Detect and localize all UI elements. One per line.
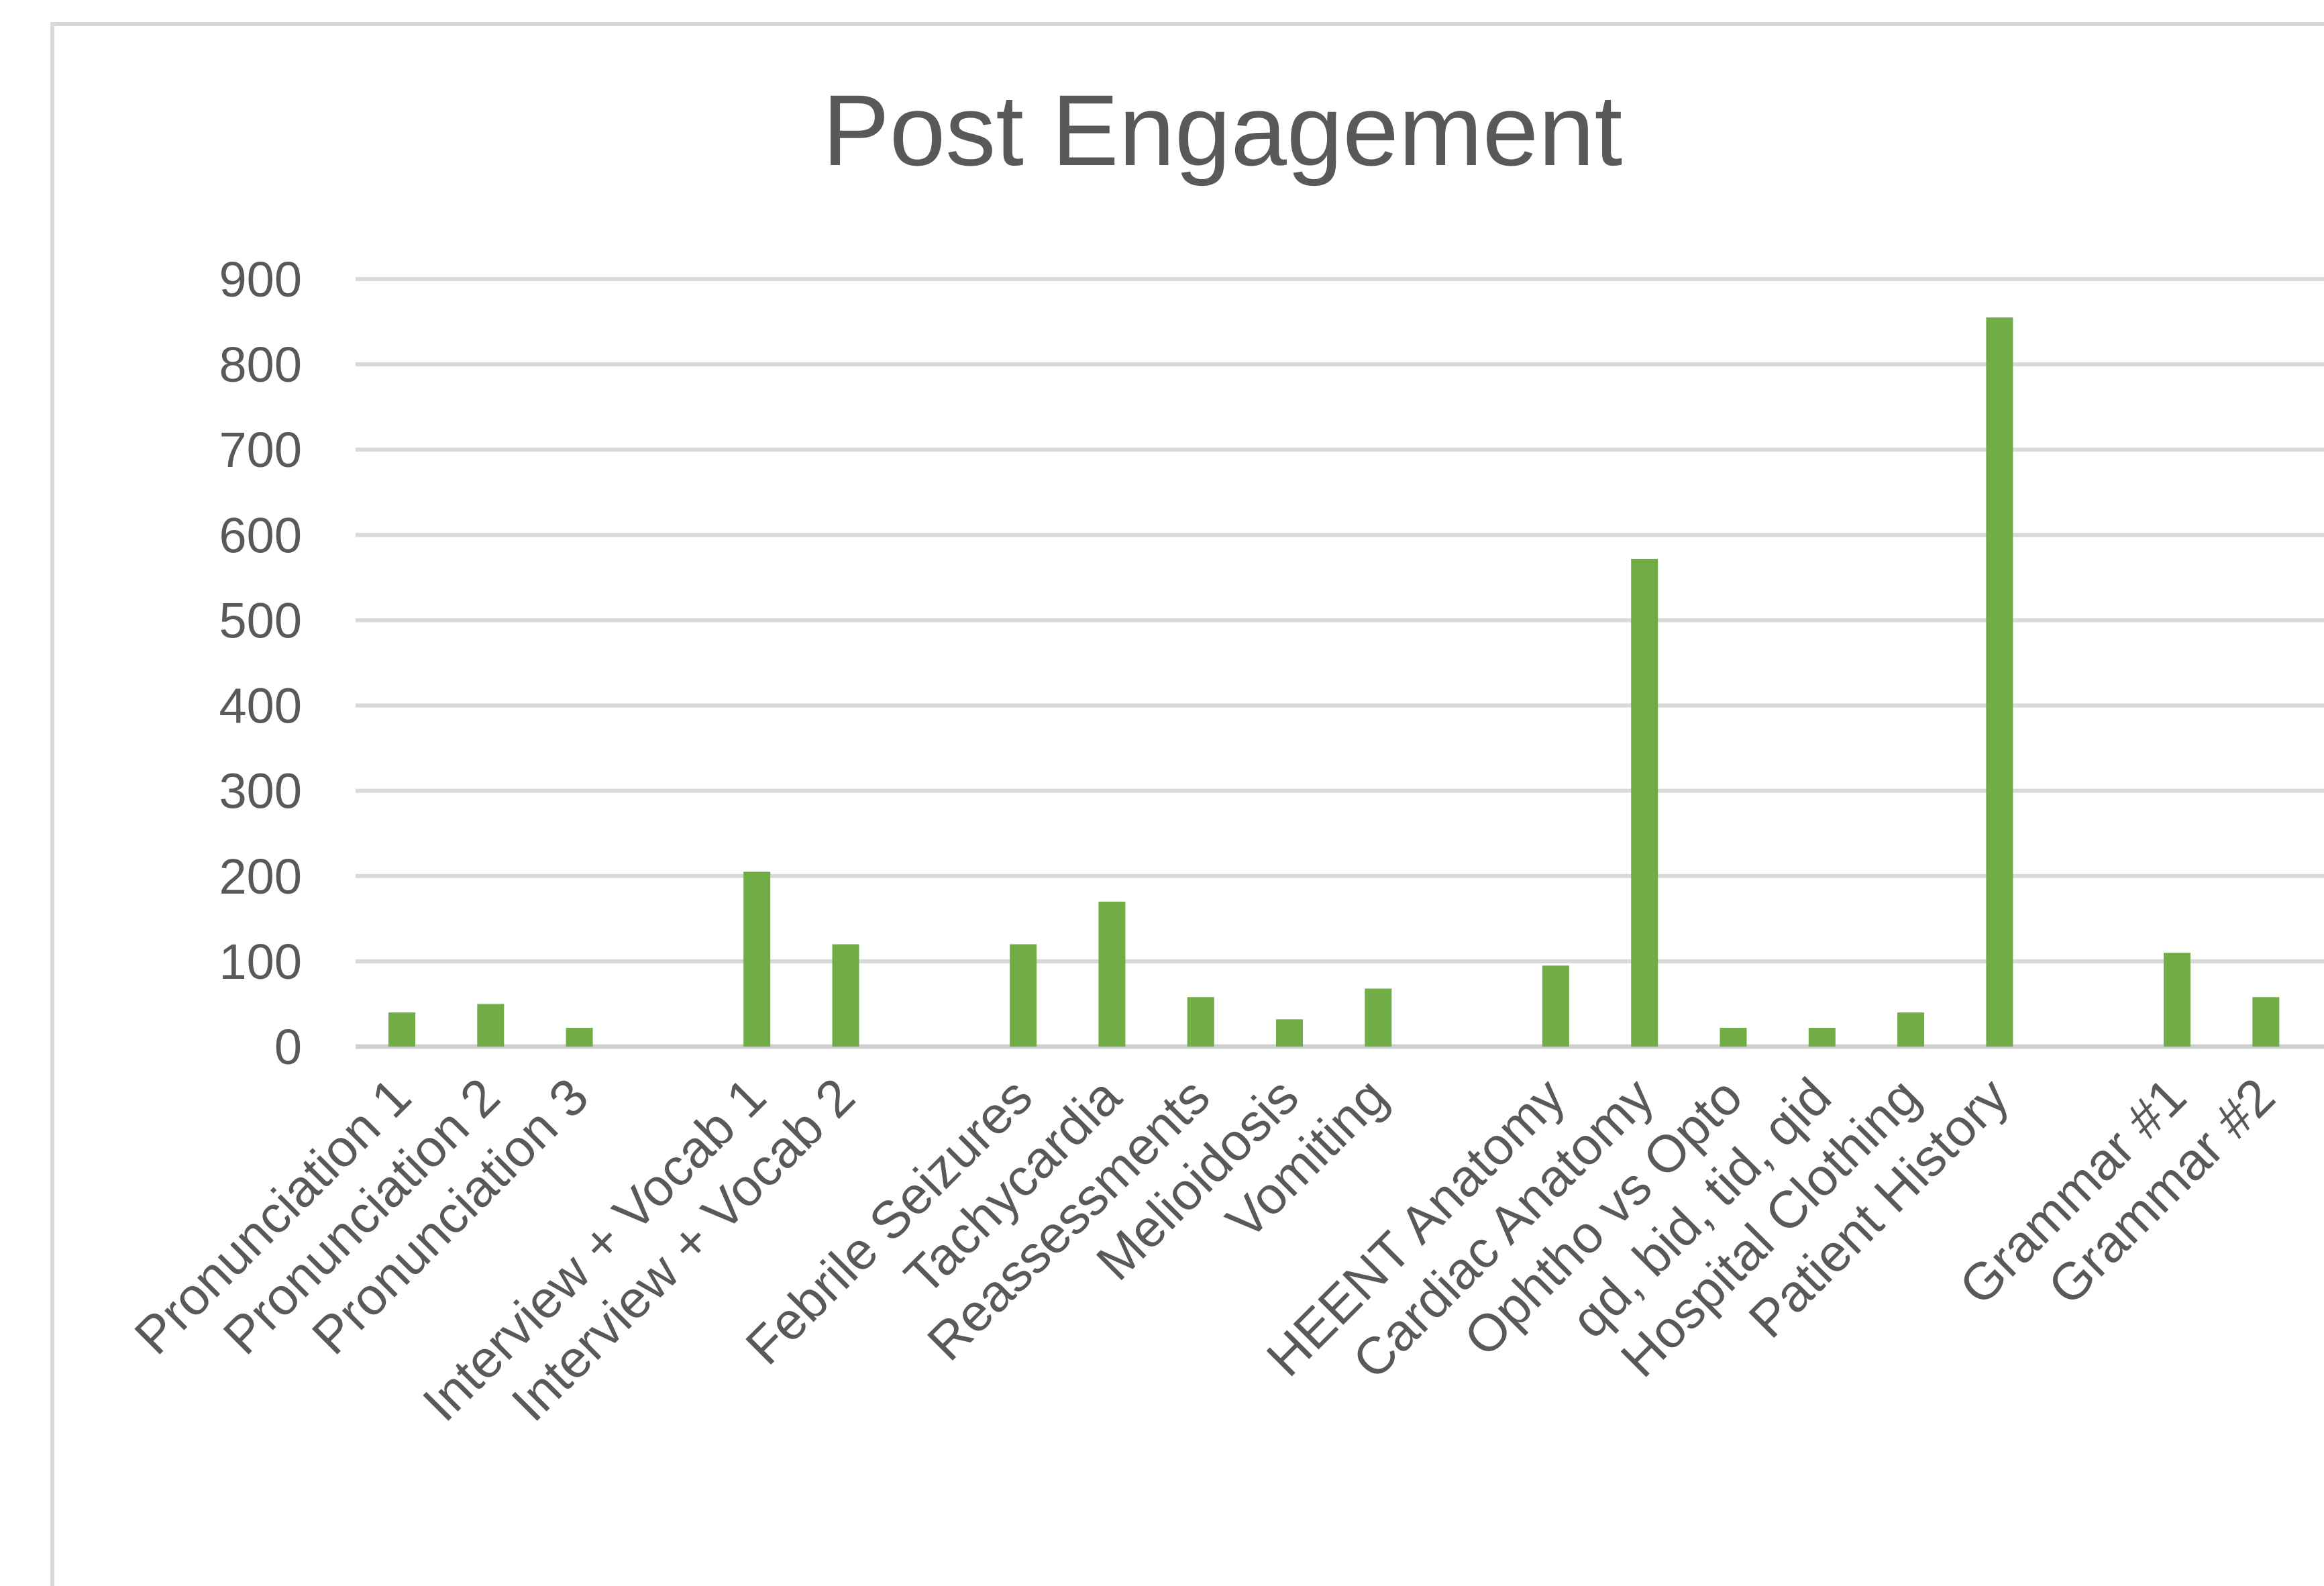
y-tick-label: 700 [219,422,302,478]
y-tick-label: 400 [219,678,302,734]
y-tick-label: 500 [219,592,302,648]
bar [1098,901,1126,1047]
y-tick-label: 0 [274,1019,302,1075]
y-tick-label: 900 [219,252,302,307]
bar [1187,997,1214,1047]
bar [2164,953,2190,1047]
bar [743,871,771,1047]
bar [388,1012,415,1047]
y-tick-label: 100 [219,934,302,990]
bar [1897,1012,1925,1047]
y-tick-label: 200 [219,849,302,904]
bars [388,317,2280,1047]
chart-title: Post Engagement [823,74,1622,187]
bar [1986,317,2013,1047]
bar [832,944,859,1047]
y-tick-label: 800 [219,337,302,392]
bar [566,1028,593,1047]
gridlines [356,277,2324,1049]
bar [2252,997,2280,1047]
bar [1276,1019,1303,1047]
bar [1808,1028,1836,1047]
bar [1720,1028,1747,1047]
bar [1365,988,1392,1047]
y-tick-label: 300 [219,763,302,819]
chart-border [50,22,2324,1586]
bar [477,1004,505,1047]
bar [1631,558,1658,1047]
bar [1010,944,1037,1047]
y-axis-ticks: 0 100 200 300 400 500 600 700 800 900 [219,252,302,1075]
bar [1542,965,1569,1047]
y-tick-label: 600 [219,507,302,563]
